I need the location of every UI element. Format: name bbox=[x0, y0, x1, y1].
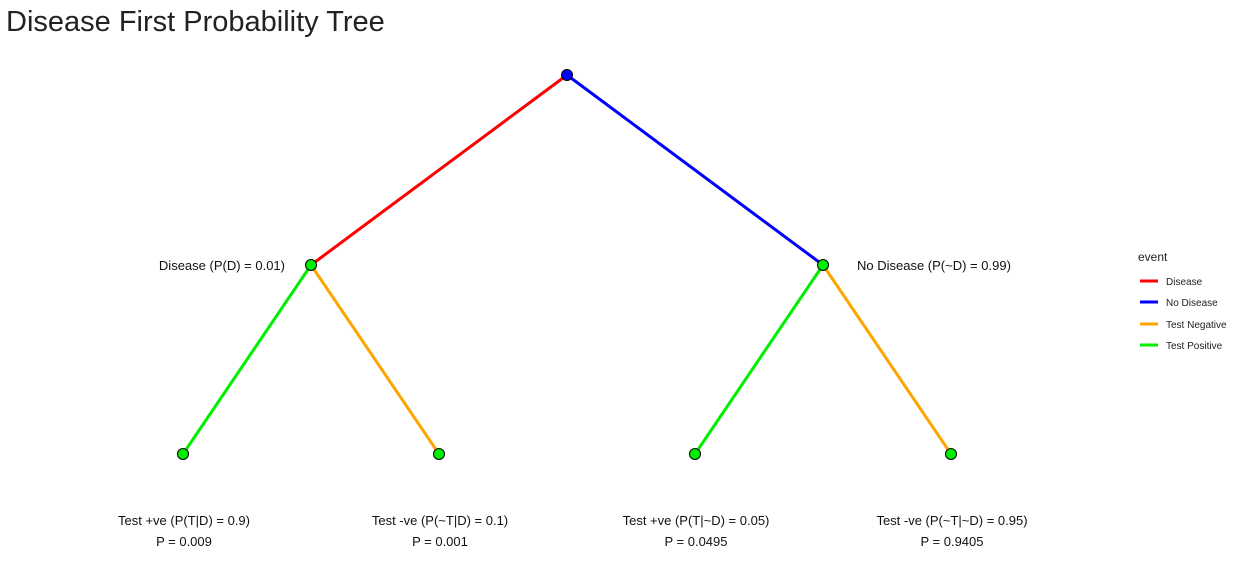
edge-no-disease-test-positive bbox=[693, 264, 825, 455]
leaf-prob-4: P = 0.9405 bbox=[920, 534, 983, 549]
leaf-prob-1: P = 0.009 bbox=[156, 534, 212, 549]
edge-disease-test-positive bbox=[181, 264, 313, 455]
legend-label-disease: Disease bbox=[1166, 277, 1203, 288]
no-disease-node bbox=[817, 259, 829, 271]
root-node bbox=[561, 69, 573, 81]
leaf-label-2: Test -ve (P(~T|D) = 0.1) bbox=[372, 513, 508, 528]
edge-no-disease-test-negative bbox=[821, 264, 953, 455]
leaf-label-4: Test -ve (P(~T|~D) = 0.95) bbox=[876, 513, 1027, 528]
legend-label-test-negative: Test Negative bbox=[1166, 320, 1227, 331]
legend-label-no-disease: No Disease bbox=[1166, 298, 1218, 309]
edge-no-disease bbox=[566, 73, 824, 267]
leaf-label-3: Test +ve (P(T|~D) = 0.05) bbox=[623, 513, 770, 528]
legend-label-test-positive: Test Positive bbox=[1166, 341, 1223, 352]
leaf-label-1: Test +ve (P(T|D) = 0.9) bbox=[118, 513, 250, 528]
leaf-node-4 bbox=[945, 448, 957, 460]
disease-node bbox=[305, 259, 317, 271]
leaf-node-2 bbox=[433, 448, 445, 460]
edge-disease-test-negative bbox=[309, 264, 441, 455]
edge-disease bbox=[310, 73, 568, 267]
legend-title: event bbox=[1138, 250, 1168, 264]
legend: event Disease No Disease Test Negative T… bbox=[1138, 250, 1227, 352]
disease-label: Disease (P(D) = 0.01) bbox=[159, 258, 285, 273]
no-disease-label: No Disease (P(~D) = 0.99) bbox=[857, 258, 1011, 273]
leaf-prob-3: P = 0.0495 bbox=[664, 534, 727, 549]
leaf-node-3 bbox=[689, 448, 701, 460]
leaf-prob-2: P = 0.001 bbox=[412, 534, 468, 549]
leaf-node-1 bbox=[177, 448, 189, 460]
page-title: Disease First Probability Tree bbox=[6, 6, 385, 38]
